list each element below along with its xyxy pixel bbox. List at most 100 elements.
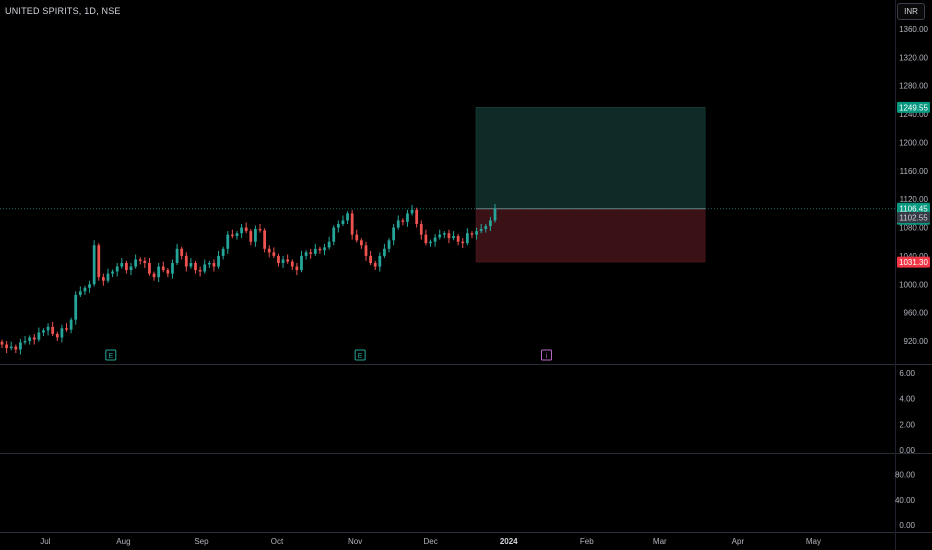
candle-body xyxy=(438,234,442,238)
candle-body xyxy=(387,240,391,249)
x-tick-label: Feb xyxy=(580,537,594,546)
candle-body xyxy=(166,270,170,274)
candle-body xyxy=(336,224,340,228)
x-tick-label: Dec xyxy=(424,537,438,546)
symbol-title: UNITED SPIRITS, 1D, NSE xyxy=(5,6,121,16)
candle-body xyxy=(332,227,336,242)
candle-body xyxy=(309,252,313,254)
candle-body xyxy=(51,326,55,334)
candle-body xyxy=(369,255,372,263)
candle-body xyxy=(465,233,469,244)
candle-body xyxy=(272,252,276,256)
stop-price-tag: 1031.30 xyxy=(899,258,928,267)
candle-body xyxy=(410,209,414,214)
candle-body xyxy=(341,220,345,224)
candle-body xyxy=(115,266,119,272)
x-tick-label: Sep xyxy=(194,537,209,546)
candle-body xyxy=(479,228,483,232)
sub-pane-tick-label: 4.00 xyxy=(899,395,915,404)
previous-close-tag: 1102.55 xyxy=(899,214,928,223)
candle-body xyxy=(171,263,174,274)
candle-body xyxy=(493,209,497,221)
candle-body xyxy=(433,237,437,242)
candle-body xyxy=(475,231,478,235)
candle-body xyxy=(406,213,409,222)
target-price-tag-bg xyxy=(897,101,930,113)
candle-body xyxy=(97,245,101,278)
loss-zone xyxy=(475,208,706,263)
candle-body xyxy=(0,341,4,345)
candle-body xyxy=(198,270,202,272)
candle-body xyxy=(83,287,87,292)
candle-body xyxy=(111,271,114,274)
candle-body xyxy=(424,234,428,244)
candle-body xyxy=(267,248,271,253)
event-marker-label: E xyxy=(108,353,113,360)
y-tick-label: 1160.00 xyxy=(900,167,929,176)
y-tick-label: 1000.00 xyxy=(899,280,928,289)
dividend-event-marker xyxy=(540,349,552,361)
candle-body xyxy=(65,328,68,330)
y-tick-label: 1080.00 xyxy=(899,224,928,233)
y-tick-label: 920.00 xyxy=(904,337,929,346)
candle-body xyxy=(23,341,27,343)
candle-body xyxy=(346,213,349,221)
candle-body xyxy=(364,245,368,256)
candle-body xyxy=(415,209,419,224)
candle-body xyxy=(138,259,142,261)
candle-body xyxy=(194,263,197,271)
candle-body xyxy=(304,252,308,256)
candle-body xyxy=(207,263,211,265)
candle-body xyxy=(313,248,317,254)
candle-body xyxy=(383,248,386,256)
candle-body xyxy=(143,260,147,263)
candle-body xyxy=(134,259,137,267)
candle-body xyxy=(189,263,193,267)
candle-body xyxy=(92,245,96,285)
candle-body xyxy=(461,241,465,244)
candle-body xyxy=(78,291,82,295)
candle-body xyxy=(392,227,396,241)
y-tick-label: 960.00 xyxy=(904,309,929,318)
candle-body xyxy=(327,241,331,248)
profit-zone xyxy=(475,107,706,210)
candle-body xyxy=(120,263,124,267)
y-tick-label: 1120.00 xyxy=(900,195,929,204)
candle-body xyxy=(60,328,64,338)
y-tick-label: 1040.00 xyxy=(899,252,928,261)
candle-body xyxy=(235,233,239,237)
candle-body xyxy=(442,233,446,235)
candle-body xyxy=(373,263,377,267)
candle-body xyxy=(350,213,354,235)
candle-body xyxy=(217,255,220,267)
currency-button[interactable]: INR xyxy=(897,3,925,20)
candle-body xyxy=(378,255,382,267)
candle-body xyxy=(106,273,110,281)
earnings-event-marker xyxy=(354,349,366,361)
candle-body xyxy=(240,227,243,234)
candle-body xyxy=(152,273,156,278)
candle-body xyxy=(125,263,128,271)
candle-body xyxy=(55,333,59,338)
y-tick-label: 1200.00 xyxy=(899,138,928,147)
earnings-event-marker xyxy=(105,349,117,361)
x-tick-label: Aug xyxy=(116,537,130,546)
candle-body xyxy=(249,231,253,242)
candle-body xyxy=(101,277,105,281)
x-tick-label: Apr xyxy=(732,537,745,546)
candle-body xyxy=(180,248,184,256)
stop-price-tag-bg xyxy=(897,256,930,268)
current-price-tag: 1106.45 xyxy=(899,204,928,213)
candle-body xyxy=(42,330,45,333)
candle-body xyxy=(419,224,423,235)
candle-body xyxy=(447,233,451,239)
candle-body xyxy=(290,261,294,267)
candle-body xyxy=(32,337,36,340)
candle-body xyxy=(148,263,151,274)
candle-body xyxy=(46,326,50,331)
event-marker-label: i xyxy=(546,353,548,360)
sub-pane-tick-label: 6.00 xyxy=(899,369,915,378)
candle-body xyxy=(74,294,78,320)
sub-pane-tick-label: 0.00 xyxy=(899,446,915,455)
